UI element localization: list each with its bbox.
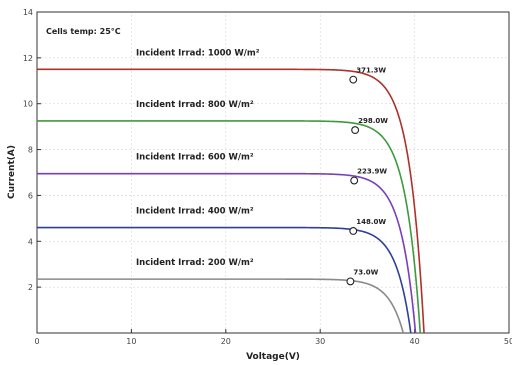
plot-frame — [36, 11, 510, 334]
chart-annotation: Cells temp: 25°C — [46, 27, 121, 36]
mpp-marker — [351, 126, 360, 135]
series-label: Incident Irrad: 400 W/m² — [136, 207, 254, 217]
mpp-marker — [350, 176, 359, 185]
series-line — [37, 68, 425, 334]
y-tick-label: 10 — [23, 100, 33, 109]
x-tick-label: 30 — [315, 337, 325, 346]
mpp-power-label: 298.0W — [358, 117, 388, 125]
y-tick-label: 6 — [28, 191, 33, 200]
y-tick-label: 14 — [23, 8, 33, 17]
y-axis-title: Current(A) — [7, 145, 17, 199]
series-curves — [37, 68, 425, 334]
mpp-power-label: 73.0W — [353, 268, 378, 276]
y-axis: 2 4 6 8 10 12 14 — [23, 8, 41, 292]
y-tick-label: 2 — [28, 283, 33, 292]
series-label: Incident Irrad: 800 W/m² — [136, 100, 254, 110]
series-labels: 371.3W Incident Irrad: 1000 W/m² 298.0W Inc… — [136, 48, 388, 276]
x-tick-label: 20 — [221, 337, 231, 346]
mpp-marker — [346, 277, 355, 286]
mpp-power-label: 148.0W — [356, 218, 386, 226]
y-tick-label: 12 — [23, 54, 33, 63]
mpp-power-label: 371.3W — [356, 67, 386, 75]
x-axis-title: Voltage(V) — [246, 352, 300, 362]
grid — [37, 12, 509, 333]
x-axis: 0 10 20 30 40 50 — [34, 329, 512, 346]
series-label: Incident Irrad: 600 W/m² — [136, 153, 254, 163]
series-line — [37, 278, 405, 334]
series-line — [37, 226, 412, 334]
y-tick-label: 4 — [28, 237, 33, 246]
series-line — [37, 172, 417, 334]
mpp-marker — [349, 227, 358, 235]
mpp-power-label: 223.9W — [357, 168, 387, 176]
series-label: Incident Irrad: 1000 W/m² — [136, 48, 260, 58]
x-tick-label: 40 — [410, 337, 420, 346]
mpp-marker — [349, 75, 358, 84]
x-tick-label: 10 — [126, 337, 136, 346]
y-tick-label: 8 — [28, 146, 33, 155]
x-tick-label: 50 — [504, 337, 512, 346]
series-label: Incident Irrad: 200 W/m² — [136, 258, 254, 268]
series-line — [37, 120, 422, 334]
x-tick-label: 0 — [34, 337, 39, 346]
